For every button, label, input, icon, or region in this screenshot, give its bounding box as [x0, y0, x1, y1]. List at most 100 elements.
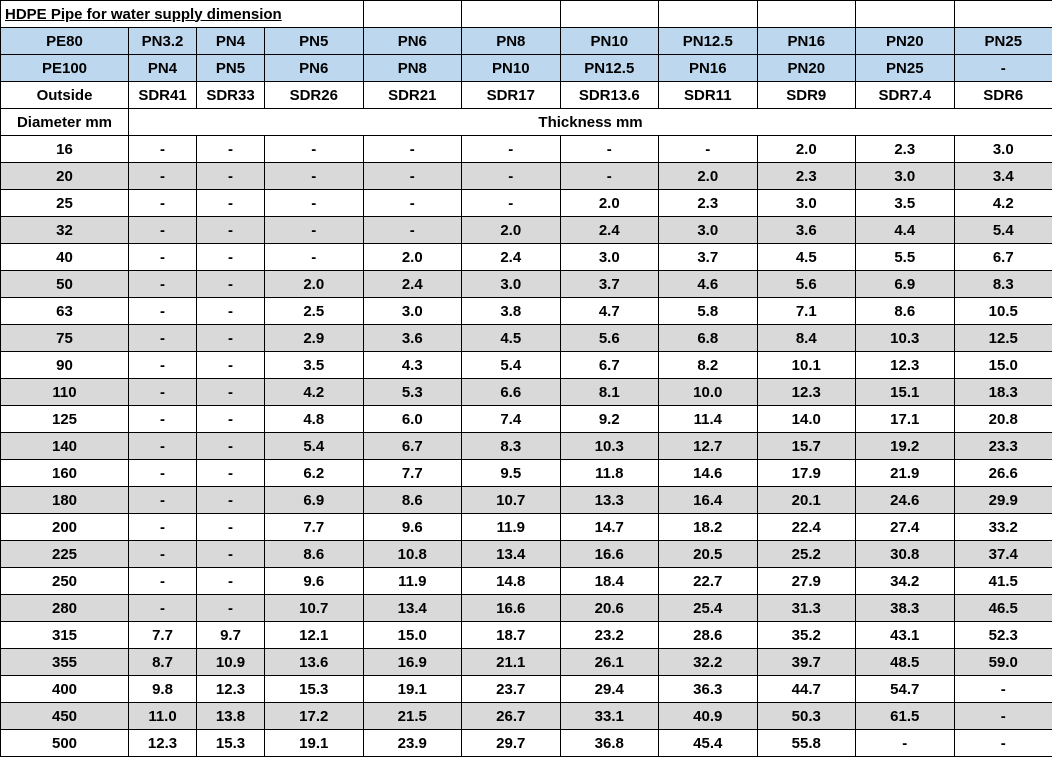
- value-cell: 9.6: [363, 514, 462, 541]
- value-cell: -: [197, 190, 265, 217]
- header-cell: PN25: [856, 55, 955, 82]
- value-cell: 11.0: [129, 703, 197, 730]
- value-cell: -: [129, 433, 197, 460]
- value-cell: -: [954, 676, 1052, 703]
- value-cell: 31.3: [757, 595, 856, 622]
- value-cell: 27.4: [856, 514, 955, 541]
- table-row: 50012.315.319.123.929.736.845.455.8--: [1, 730, 1052, 757]
- header-cell: SDR11: [659, 82, 758, 109]
- value-cell: 20.8: [954, 406, 1052, 433]
- value-cell: -: [129, 352, 197, 379]
- value-cell: 10.7: [462, 487, 561, 514]
- header-cell: PN8: [462, 28, 561, 55]
- value-cell: 7.7: [129, 622, 197, 649]
- diameter-cell: 500: [1, 730, 129, 757]
- table-row: 50--2.02.43.03.74.65.66.98.3: [1, 271, 1052, 298]
- value-cell: 4.3: [363, 352, 462, 379]
- value-cell: -: [265, 190, 364, 217]
- table-row: 20------2.02.33.03.4: [1, 163, 1052, 190]
- value-cell: -: [462, 190, 561, 217]
- table-row: 160--6.27.79.511.814.617.921.926.6: [1, 460, 1052, 487]
- header-cell: PN20: [856, 28, 955, 55]
- value-cell: 35.2: [757, 622, 856, 649]
- header-cell: SDR26: [265, 82, 364, 109]
- header-cell: PN16: [659, 55, 758, 82]
- value-cell: 55.8: [757, 730, 856, 757]
- value-cell: -: [197, 298, 265, 325]
- header-cell: PN10: [560, 28, 659, 55]
- value-cell: 10.0: [659, 379, 758, 406]
- diameter-cell: 200: [1, 514, 129, 541]
- value-cell: 25.4: [659, 595, 758, 622]
- value-cell: -: [197, 271, 265, 298]
- table-row: 25-----2.02.33.03.54.2: [1, 190, 1052, 217]
- value-cell: 6.7: [954, 244, 1052, 271]
- value-cell: 3.0: [757, 190, 856, 217]
- value-cell: -: [129, 514, 197, 541]
- value-cell: 14.8: [462, 568, 561, 595]
- value-cell: -: [197, 541, 265, 568]
- value-cell: -: [129, 595, 197, 622]
- value-cell: -: [197, 433, 265, 460]
- value-cell: 25.2: [757, 541, 856, 568]
- value-cell: 59.0: [954, 649, 1052, 676]
- value-cell: 34.2: [856, 568, 955, 595]
- value-cell: -: [129, 136, 197, 163]
- value-cell: 4.2: [954, 190, 1052, 217]
- value-cell: -: [462, 163, 561, 190]
- value-cell: 23.2: [560, 622, 659, 649]
- value-cell: 8.6: [363, 487, 462, 514]
- value-cell: 41.5: [954, 568, 1052, 595]
- value-cell: 8.3: [954, 271, 1052, 298]
- value-cell: 33.2: [954, 514, 1052, 541]
- value-cell: -: [659, 136, 758, 163]
- diameter-cell: 40: [1, 244, 129, 271]
- diameter-cell: 63: [1, 298, 129, 325]
- value-cell: -: [197, 136, 265, 163]
- value-cell: 13.4: [363, 595, 462, 622]
- value-cell: 14.6: [659, 460, 758, 487]
- value-cell: 16.4: [659, 487, 758, 514]
- table-row: 16-------2.02.33.0: [1, 136, 1052, 163]
- value-cell: 12.7: [659, 433, 758, 460]
- value-cell: 11.8: [560, 460, 659, 487]
- table-row: 45011.013.817.221.526.733.140.950.361.5-: [1, 703, 1052, 730]
- value-cell: 6.2: [265, 460, 364, 487]
- value-cell: 10.5: [954, 298, 1052, 325]
- table-row: 200--7.79.611.914.718.222.427.433.2: [1, 514, 1052, 541]
- value-cell: 2.0: [363, 244, 462, 271]
- value-cell: 4.6: [659, 271, 758, 298]
- value-cell: -: [265, 136, 364, 163]
- value-cell: -: [129, 487, 197, 514]
- table-row: 140--5.46.78.310.312.715.719.223.3: [1, 433, 1052, 460]
- value-cell: 26.6: [954, 460, 1052, 487]
- value-cell: -: [462, 136, 561, 163]
- header-cell: SDR41: [129, 82, 197, 109]
- value-cell: -: [197, 460, 265, 487]
- header-cell: PN20: [757, 55, 856, 82]
- value-cell: 36.8: [560, 730, 659, 757]
- value-cell: 27.9: [757, 568, 856, 595]
- diameter-cell: 32: [1, 217, 129, 244]
- value-cell: 54.7: [856, 676, 955, 703]
- value-cell: 18.4: [560, 568, 659, 595]
- table-row: 4009.812.315.319.123.729.436.344.754.7-: [1, 676, 1052, 703]
- value-cell: 5.6: [560, 325, 659, 352]
- value-cell: 8.3: [462, 433, 561, 460]
- value-cell: 8.2: [659, 352, 758, 379]
- value-cell: 20.5: [659, 541, 758, 568]
- value-cell: 4.7: [560, 298, 659, 325]
- value-cell: 7.7: [265, 514, 364, 541]
- value-cell: -: [265, 244, 364, 271]
- value-cell: 2.0: [560, 190, 659, 217]
- table-row: 125--4.86.07.49.211.414.017.120.8: [1, 406, 1052, 433]
- header-cell: SDR21: [363, 82, 462, 109]
- value-cell: -: [197, 406, 265, 433]
- value-cell: 13.6: [265, 649, 364, 676]
- header-cell: PN6: [265, 55, 364, 82]
- value-cell: -: [363, 217, 462, 244]
- value-cell: 3.8: [462, 298, 561, 325]
- value-cell: 15.0: [954, 352, 1052, 379]
- value-cell: 12.5: [954, 325, 1052, 352]
- value-cell: 19.1: [363, 676, 462, 703]
